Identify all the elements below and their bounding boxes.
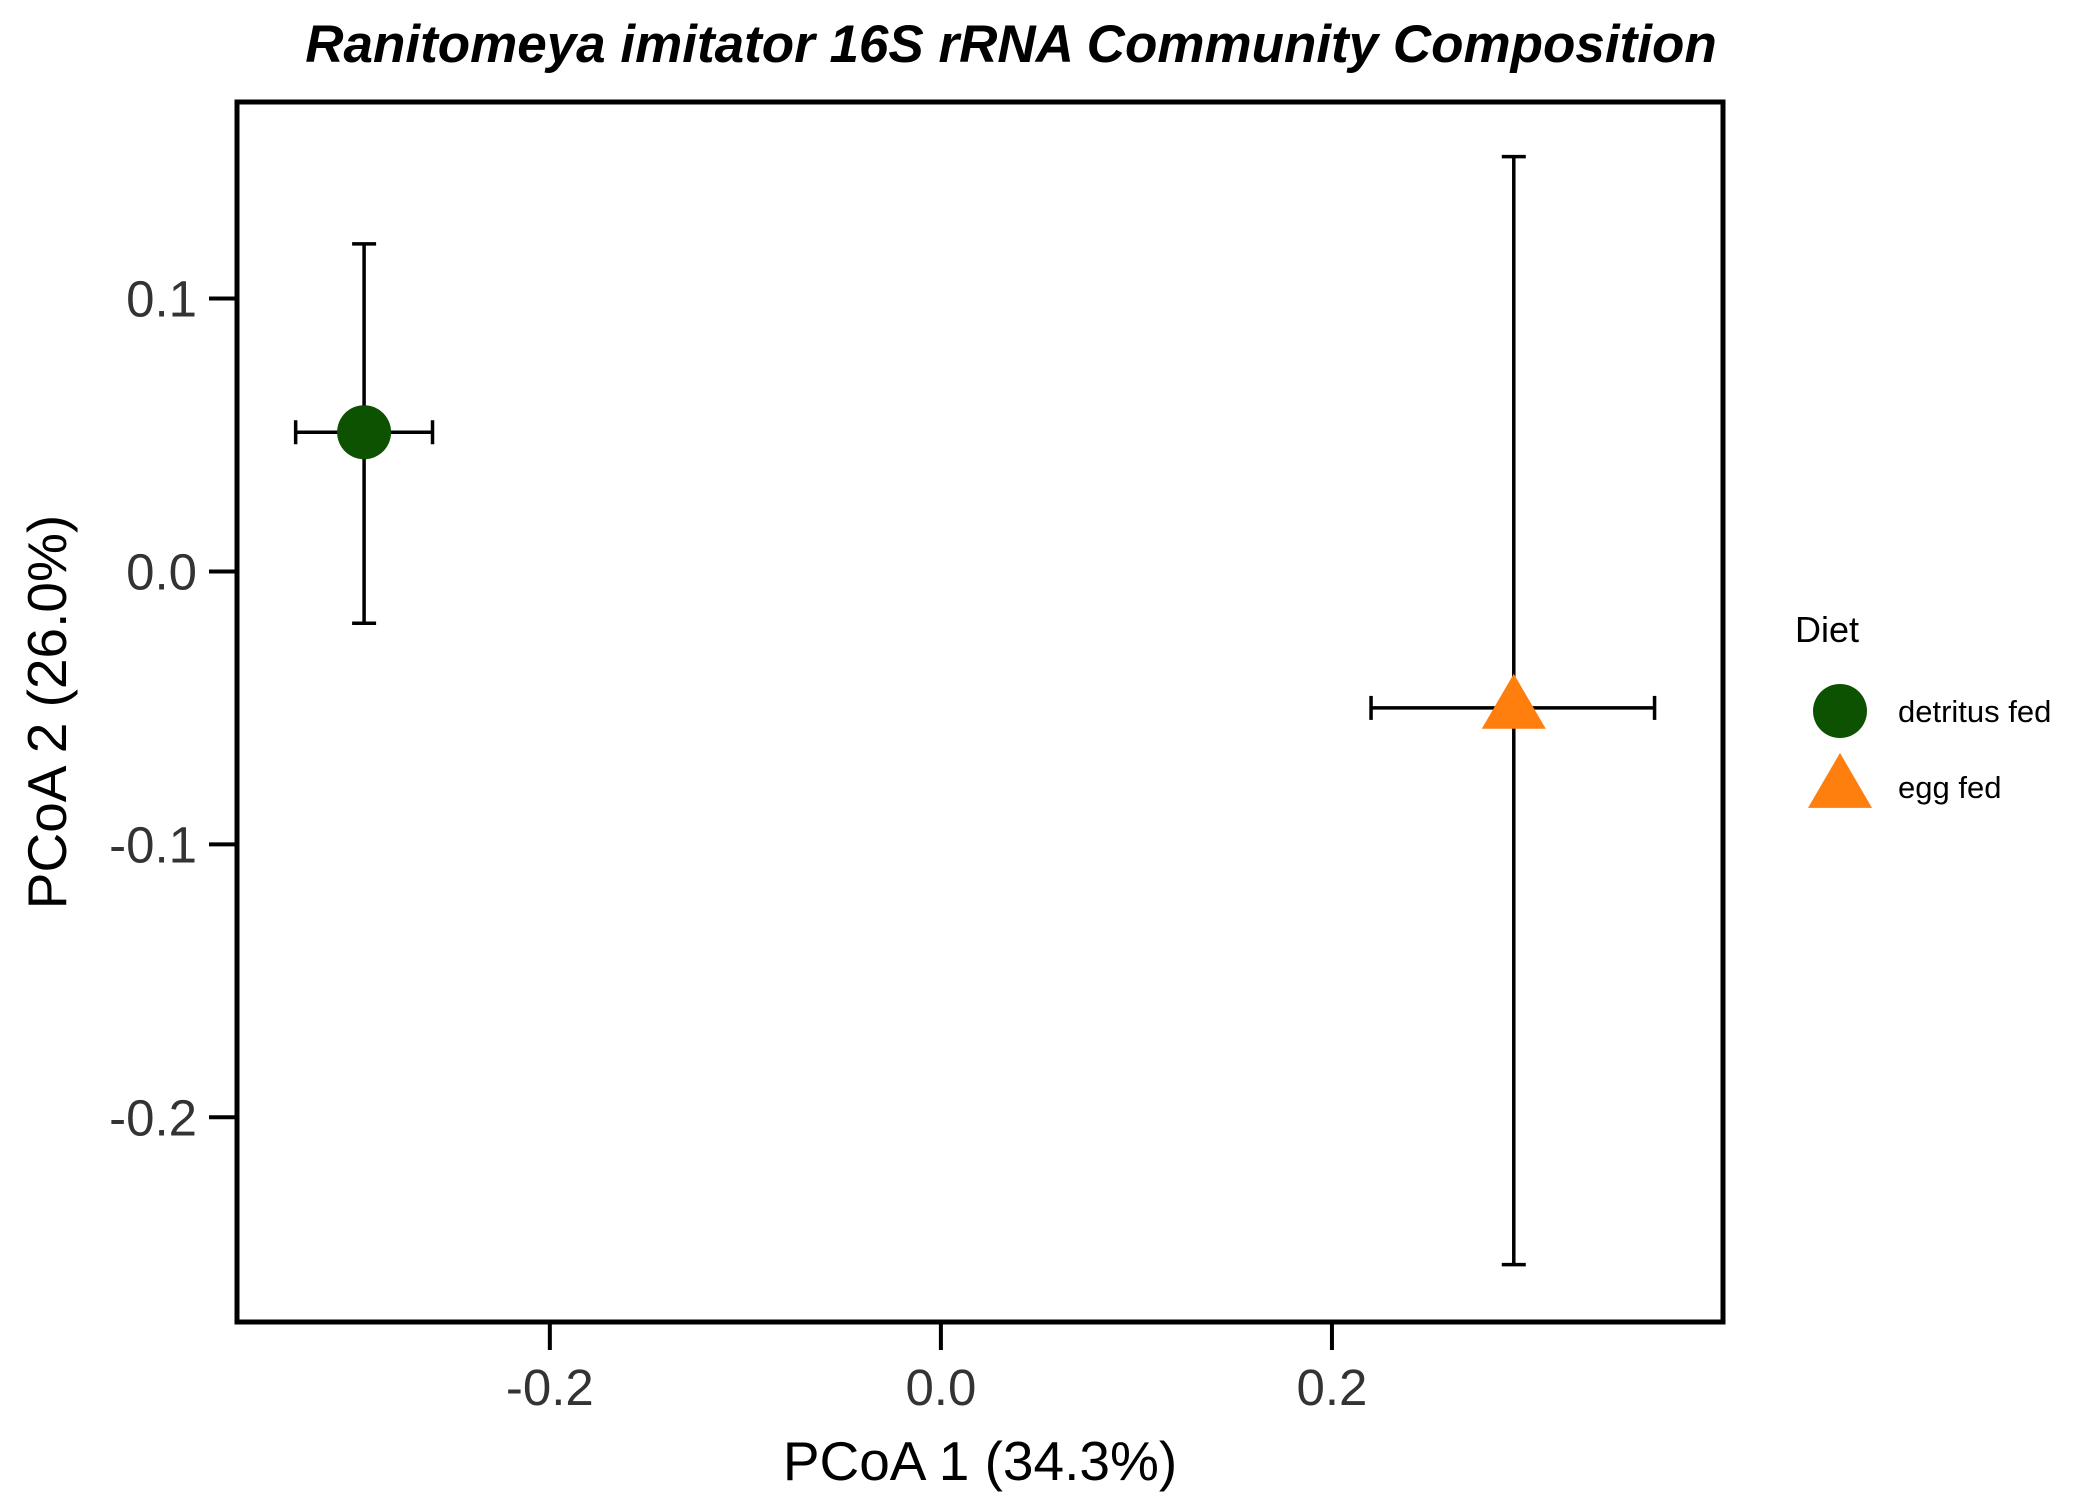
x-axis-ticks: -0.2 0.0 0.2 — [506, 1324, 1367, 1416]
x-tick-label: -0.2 — [506, 1359, 594, 1416]
chart-title: Ranitomeya imitator 16S rRNA Community C… — [305, 15, 1717, 74]
legend-entries: detritus fed egg fed — [1808, 684, 2051, 808]
x-axis-label: PCoA 1 (34.3%) — [783, 1430, 1177, 1492]
data-point-triangle — [1481, 673, 1546, 729]
legend-label: detritus fed — [1898, 694, 2051, 729]
series-detritus-fed — [293, 242, 435, 626]
y-axis-ticks: 0.1 0.0 -0.1 -0.2 — [109, 271, 235, 1146]
x-tick-label: 0.0 — [905, 1359, 976, 1416]
series-egg-fed — [1369, 154, 1657, 1267]
y-tick-label: -0.2 — [109, 1089, 197, 1146]
y-tick-label: -0.1 — [109, 816, 197, 873]
legend-key-triangle — [1808, 752, 1872, 808]
y-tick-label: 0.1 — [126, 271, 197, 328]
y-tick-label: 0.0 — [126, 543, 197, 600]
plot-panel — [234, 99, 1726, 1325]
y-axis-label: PCoA 2 (26.0%) — [16, 515, 78, 909]
legend: Diet detritus fed egg fed — [1795, 609, 2051, 808]
data-marks — [293, 154, 1657, 1267]
x-tick-label: 0.2 — [1296, 1359, 1367, 1416]
legend-key-circle — [1813, 684, 1867, 738]
legend-label: egg fed — [1898, 770, 2001, 805]
legend-entry: egg fed — [1808, 752, 2001, 808]
legend-title: Diet — [1795, 609, 1859, 650]
legend-entry: detritus fed — [1813, 684, 2051, 738]
data-point-circle — [337, 405, 392, 460]
